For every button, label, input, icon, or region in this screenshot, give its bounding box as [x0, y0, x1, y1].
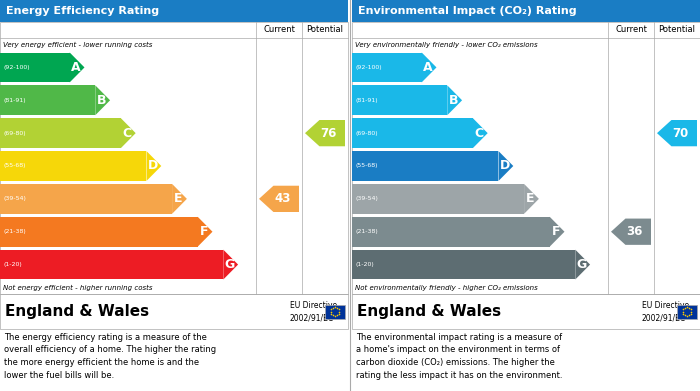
Bar [352, 0, 700, 22]
Text: F: F [552, 225, 560, 238]
Polygon shape [657, 120, 697, 146]
Polygon shape [498, 151, 513, 181]
Bar [0, 217, 197, 247]
Text: Very energy efficient - lower running costs: Very energy efficient - lower running co… [3, 41, 153, 48]
Bar [0, 85, 95, 115]
Text: EU Directive
2002/91/EC: EU Directive 2002/91/EC [642, 301, 689, 322]
Text: Current: Current [615, 25, 647, 34]
Polygon shape [70, 52, 85, 83]
Polygon shape [575, 249, 590, 280]
Text: A: A [71, 61, 81, 74]
Bar [352, 85, 447, 115]
Text: (1-20): (1-20) [3, 262, 22, 267]
Bar [352, 118, 473, 148]
Text: B: B [97, 94, 106, 107]
Bar [677, 305, 697, 319]
Bar [0, 118, 121, 148]
Text: (81-91): (81-91) [3, 98, 26, 103]
Polygon shape [305, 120, 345, 146]
Text: C: C [122, 127, 132, 140]
Text: Potential: Potential [307, 25, 344, 34]
Text: (69-80): (69-80) [3, 131, 26, 136]
Polygon shape [259, 186, 299, 212]
Text: Current: Current [263, 25, 295, 34]
Bar [352, 184, 524, 214]
Text: The environmental impact rating is a measure of
a home's impact on the environme: The environmental impact rating is a mea… [356, 333, 563, 380]
Polygon shape [447, 85, 462, 115]
Polygon shape [172, 184, 187, 214]
Text: D: D [148, 160, 158, 172]
Polygon shape [611, 219, 651, 245]
Text: (39-54): (39-54) [3, 196, 26, 201]
Bar [352, 52, 421, 83]
Text: (39-54): (39-54) [355, 196, 378, 201]
Bar [352, 217, 550, 247]
Bar [0, 184, 172, 214]
Polygon shape [550, 217, 564, 247]
Bar [0, 151, 146, 181]
Text: Not energy efficient - higher running costs: Not energy efficient - higher running co… [3, 284, 153, 291]
Bar [0, 294, 348, 329]
Text: (1-20): (1-20) [355, 262, 374, 267]
Text: EU Directive
2002/91/EC: EU Directive 2002/91/EC [290, 301, 337, 322]
Text: E: E [174, 192, 183, 205]
Text: G: G [577, 258, 587, 271]
Text: (92-100): (92-100) [355, 65, 382, 70]
Polygon shape [421, 52, 437, 83]
Bar [0, 249, 223, 280]
Text: 43: 43 [274, 192, 290, 205]
Text: (92-100): (92-100) [3, 65, 29, 70]
Bar [0, 52, 70, 83]
Text: E: E [526, 192, 535, 205]
Bar [325, 305, 345, 319]
Text: A: A [424, 61, 433, 74]
Text: (69-80): (69-80) [355, 131, 377, 136]
Text: (81-91): (81-91) [355, 98, 377, 103]
Polygon shape [95, 85, 110, 115]
Text: (21-38): (21-38) [3, 229, 26, 234]
Text: Environmental Impact (CO₂) Rating: Environmental Impact (CO₂) Rating [358, 6, 577, 16]
Text: D: D [500, 160, 510, 172]
Text: B: B [449, 94, 458, 107]
Text: (55-68): (55-68) [355, 163, 377, 169]
Bar [0, 22, 348, 294]
Text: Energy Efficiency Rating: Energy Efficiency Rating [6, 6, 159, 16]
Text: G: G [225, 258, 235, 271]
Text: (55-68): (55-68) [3, 163, 25, 169]
Text: Not environmentally friendly - higher CO₂ emissions: Not environmentally friendly - higher CO… [355, 284, 538, 291]
Text: F: F [199, 225, 209, 238]
Polygon shape [146, 151, 161, 181]
Text: Potential: Potential [659, 25, 696, 34]
Text: England & Wales: England & Wales [357, 304, 501, 319]
Text: C: C [475, 127, 484, 140]
Polygon shape [121, 118, 136, 148]
Polygon shape [473, 118, 488, 148]
Bar [0, 0, 348, 22]
Text: 76: 76 [321, 127, 337, 140]
Text: Very environmentally friendly - lower CO₂ emissions: Very environmentally friendly - lower CO… [355, 41, 538, 48]
Polygon shape [524, 184, 539, 214]
Text: 36: 36 [626, 225, 643, 238]
Bar [352, 22, 700, 294]
Bar [352, 151, 498, 181]
Polygon shape [223, 249, 238, 280]
Text: The energy efficiency rating is a measure of the
overall efficiency of a home. T: The energy efficiency rating is a measur… [4, 333, 216, 380]
Polygon shape [197, 217, 213, 247]
Text: (21-38): (21-38) [355, 229, 378, 234]
Text: 70: 70 [673, 127, 689, 140]
Bar [352, 294, 700, 329]
Bar [352, 249, 575, 280]
Text: England & Wales: England & Wales [5, 304, 149, 319]
